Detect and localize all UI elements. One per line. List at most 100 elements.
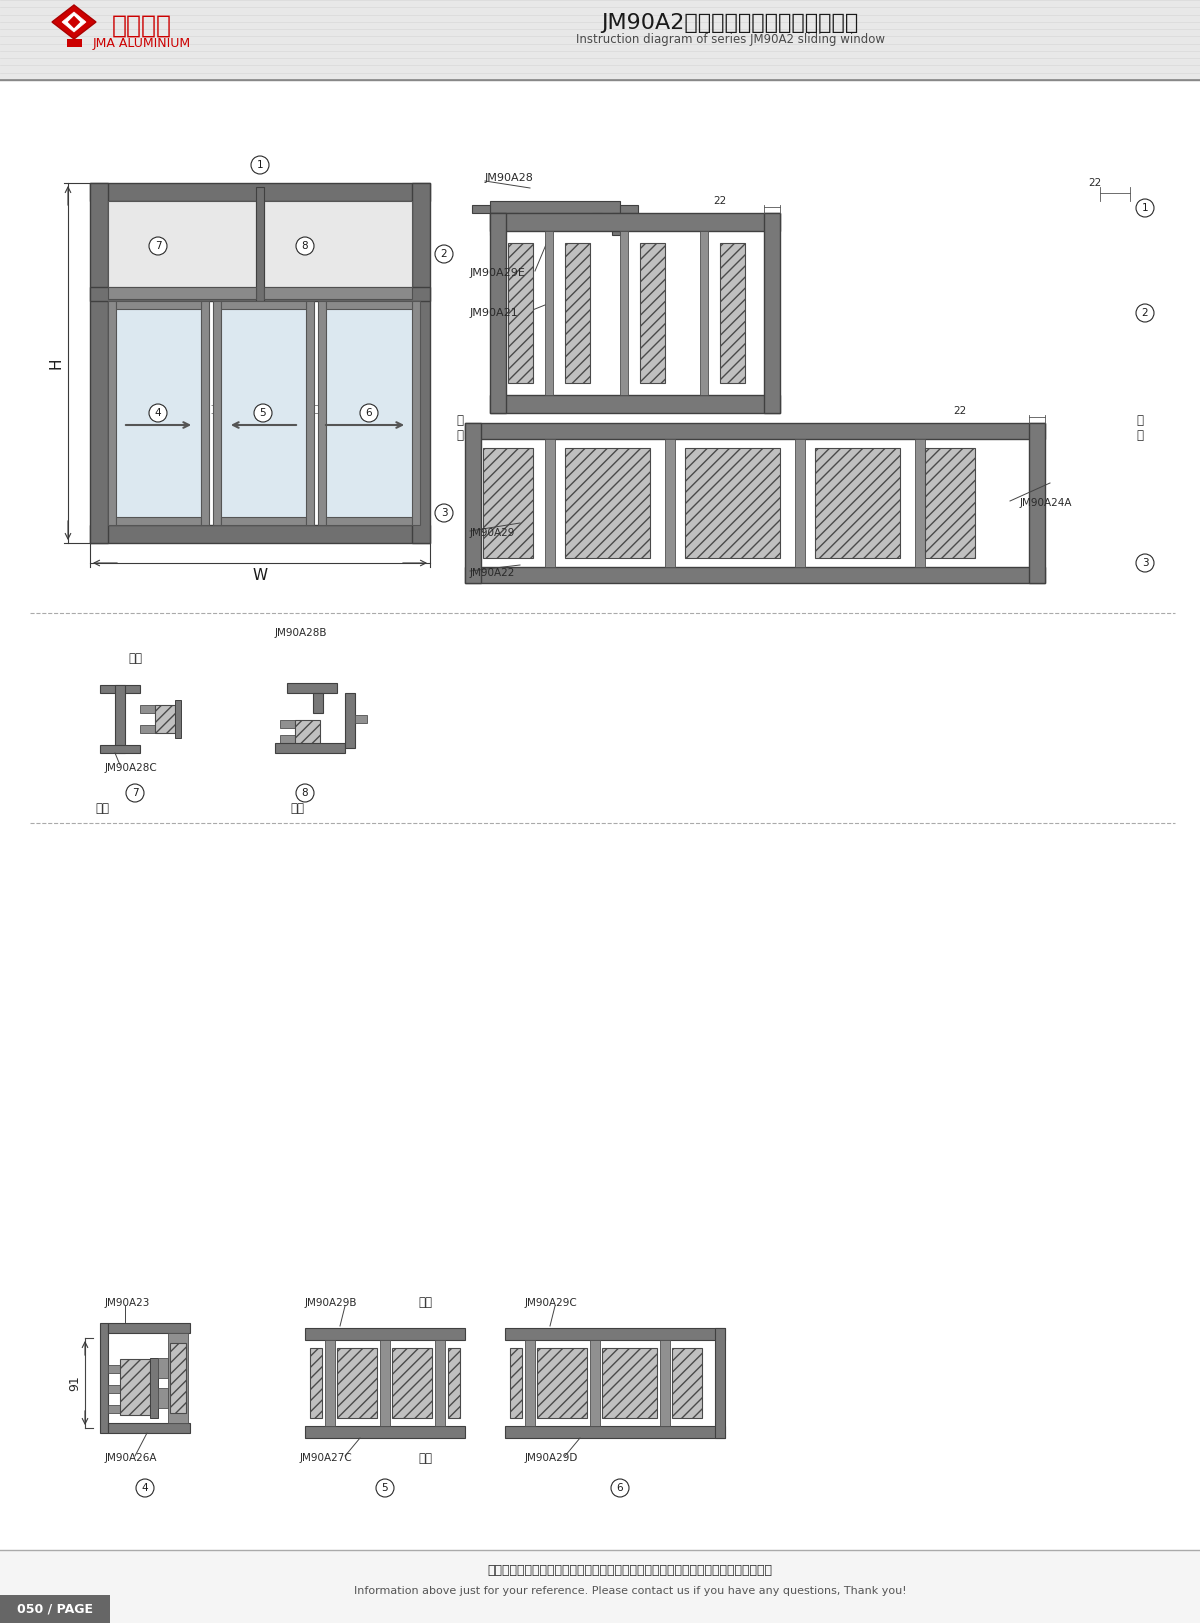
Bar [490, 213, 498, 235]
Text: JM90A28: JM90A28 [485, 174, 534, 183]
Bar [108, 1406, 124, 1414]
Bar [318, 300, 326, 524]
Circle shape [436, 505, 454, 523]
Bar [116, 300, 202, 308]
Text: JM90A2系列三轨推拉门窗带纱结构图: JM90A2系列三轨推拉门窗带纱结构图 [601, 13, 859, 32]
Bar [916, 438, 925, 566]
Bar [593, 213, 605, 222]
Text: 91: 91 [68, 1375, 82, 1391]
Text: 6: 6 [617, 1483, 623, 1493]
Bar [472, 204, 490, 213]
Bar [620, 204, 638, 213]
Bar [108, 1365, 124, 1373]
Bar [764, 213, 780, 412]
Bar [640, 243, 665, 383]
Bar [665, 438, 674, 566]
Circle shape [1136, 304, 1154, 321]
Bar [590, 1341, 600, 1427]
Text: 3: 3 [440, 508, 448, 518]
Text: 22: 22 [1088, 179, 1102, 188]
Bar [100, 685, 140, 693]
Bar [526, 1341, 535, 1427]
Polygon shape [68, 16, 80, 28]
Bar [700, 230, 708, 394]
Text: Information above just for your reference. Please contact us if you have any que: Information above just for your referenc… [354, 1586, 906, 1595]
Bar [466, 424, 1045, 438]
Bar [0, 1595, 110, 1623]
Text: 5: 5 [259, 407, 266, 419]
Bar [380, 1341, 390, 1427]
Bar [313, 693, 323, 712]
Bar [466, 566, 1045, 583]
Bar [305, 1427, 466, 1438]
Bar [280, 735, 310, 743]
Text: 6: 6 [366, 407, 372, 419]
Bar [0, 0, 1200, 80]
Bar [325, 1341, 335, 1427]
Bar [490, 213, 780, 230]
Text: JM90A26A: JM90A26A [106, 1453, 157, 1462]
Text: 5: 5 [382, 1483, 389, 1493]
Bar [326, 300, 412, 308]
Text: 7: 7 [155, 240, 161, 252]
Text: 4: 4 [155, 407, 161, 419]
Bar [545, 230, 553, 394]
Bar [720, 243, 745, 383]
Bar [326, 518, 412, 524]
Text: 7: 7 [132, 789, 138, 799]
Text: 图中所示型材截面、装配、编号、尺寸及重量仅供参考。如有疑问，请向本公司查询。: 图中所示型材截面、装配、编号、尺寸及重量仅供参考。如有疑问，请向本公司查询。 [487, 1565, 773, 1578]
Text: 8: 8 [301, 240, 308, 252]
Bar [120, 1358, 150, 1415]
Bar [280, 721, 310, 729]
Bar [490, 213, 506, 412]
Bar [140, 704, 160, 712]
Text: W: W [252, 568, 268, 583]
Bar [310, 1349, 322, 1419]
Bar [392, 1349, 432, 1419]
Bar [221, 308, 306, 518]
Circle shape [376, 1479, 394, 1496]
Bar [510, 1349, 522, 1419]
Text: JM90A29E: JM90A29E [470, 268, 526, 278]
Text: 4: 4 [142, 1483, 149, 1493]
Bar [100, 1323, 108, 1433]
Text: 室内: 室内 [128, 651, 142, 664]
Polygon shape [52, 5, 96, 39]
Text: JM90A24A: JM90A24A [1020, 498, 1073, 508]
Bar [925, 448, 974, 558]
Circle shape [1136, 553, 1154, 571]
Circle shape [611, 1479, 629, 1496]
Text: 1: 1 [1141, 203, 1148, 213]
Bar [466, 424, 481, 583]
Text: 室外: 室外 [418, 1451, 432, 1464]
Circle shape [1136, 200, 1154, 217]
Bar [815, 448, 900, 558]
Bar [796, 438, 805, 566]
Bar [158, 1358, 168, 1378]
Bar [490, 201, 620, 213]
Bar [412, 183, 430, 544]
Bar [0, 1550, 1200, 1623]
Bar [108, 287, 256, 299]
Bar [150, 1358, 158, 1419]
Text: JMA ALUMINIUM: JMA ALUMINIUM [92, 36, 191, 49]
Bar [505, 213, 517, 222]
Text: JM90A27C: JM90A27C [300, 1453, 353, 1462]
Bar [295, 721, 320, 745]
Bar [108, 1384, 124, 1393]
Text: 22: 22 [953, 406, 967, 415]
Bar [287, 683, 337, 693]
Bar [346, 693, 355, 748]
Text: JM90A29C: JM90A29C [526, 1298, 577, 1308]
Bar [660, 1341, 670, 1427]
Bar [256, 187, 264, 300]
Bar [90, 287, 430, 300]
Bar [264, 201, 412, 287]
Bar [158, 1388, 168, 1409]
Bar [170, 1342, 186, 1414]
Text: JM90A29B: JM90A29B [305, 1298, 358, 1308]
Bar [715, 1328, 725, 1438]
Bar [545, 438, 554, 566]
Text: JM90A21: JM90A21 [470, 308, 518, 318]
Text: JM90A28B: JM90A28B [275, 628, 328, 638]
